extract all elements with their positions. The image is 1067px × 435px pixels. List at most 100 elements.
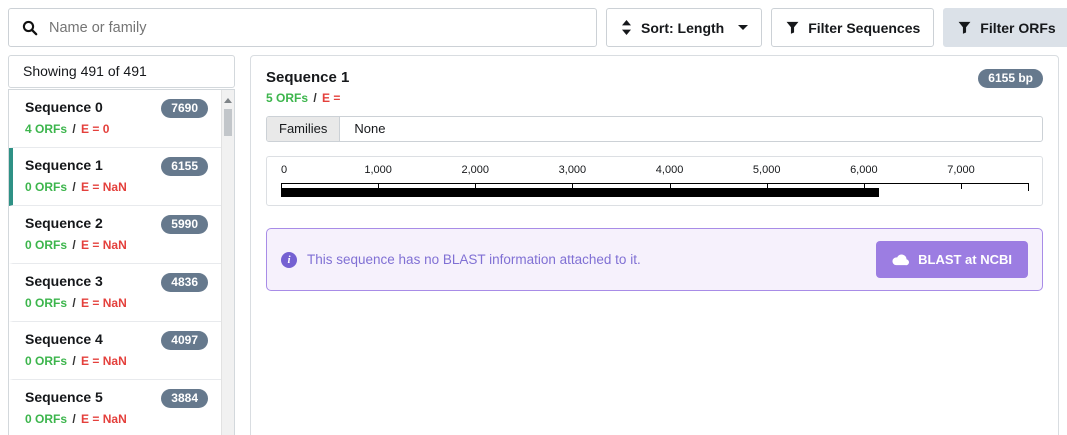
sequence-list-items: Sequence 0 7690 4 ORFs / E = 0 Sequence … [9,90,234,435]
families-value[interactable]: None [354,121,386,136]
sequence-evalue: E = NaN [81,180,127,194]
ruler-tick [766,183,768,189]
page-title: Sequence 1 [266,69,350,86]
info-icon: i [281,251,297,268]
sequence-evalue: E = 0 [81,122,110,136]
sequence-name: Sequence 1 [25,157,103,173]
sequence-length-badge: 6155 bp [978,69,1043,88]
funnel-icon [957,20,972,35]
sort-button-label: Sort: Length [641,19,725,36]
sequence-evalue: E = NaN [81,354,127,368]
toolbar: Sort: Length Filter Sequences Filter ORF… [8,8,1067,47]
ruler-tick-label: 4,000 [655,164,684,176]
ruler-axis-line [281,183,1028,184]
ruler-tick-label: 3,000 [558,164,587,176]
sequence-item-subtitle: 4 ORFs / E = 0 [25,122,208,136]
filter-orfs-label: Filter ORFs [980,19,1056,36]
chevron-down-icon [738,25,749,30]
sequence-ruler: 0 1,000 2,000 3,000 4,000 5,000 6,000 7,000 [266,156,1043,206]
sequence-length-badge: 6155 [161,157,208,176]
ruler-end-tick [1028,183,1029,191]
sort-icon [620,20,633,35]
separator-slash: / [313,91,317,105]
sequence-item-row: Sequence 1 6155 [25,157,208,176]
search-icon [22,20,38,36]
no-blast-alert: i This sequence has no BLAST information… [266,228,1043,291]
sequence-item-row: Sequence 5 3884 [25,389,208,408]
scrollbar[interactable] [221,90,234,435]
triangle-up-icon [224,97,232,103]
sequence-list-item[interactable]: Sequence 1 6155 0 ORFs / E = NaN [9,148,234,206]
ruler-tick-label: 5,000 [752,164,781,176]
sequence-length-bar [281,188,879,197]
sequence-item-subtitle: 0 ORFs / E = NaN [25,296,208,310]
ruler-tick [572,183,574,189]
filter-orfs-button[interactable]: Filter ORFs [943,8,1067,47]
sequence-item-row: Sequence 2 5990 [25,215,208,234]
ruler-tick-label: 2,000 [461,164,490,176]
sequence-length-badge: 4836 [161,273,208,292]
separator-slash: / [72,296,76,310]
filter-sequences-label: Filter Sequences [808,19,921,36]
sequence-list-item[interactable]: Sequence 2 5990 0 ORFs / E = NaN [9,206,234,264]
ruler-tick [863,183,865,189]
ruler-tick-label: 1,000 [364,164,392,176]
ruler-tick-label: 0 [281,164,288,176]
separator-slash: / [72,412,76,426]
sequence-list: Sequence 0 7690 4 ORFs / E = 0 Sequence … [8,89,235,435]
separator-slash: / [72,122,76,136]
scrollbar-thumb[interactable] [224,109,232,136]
sequence-list-item[interactable]: Sequence 5 3884 0 ORFs / E = NaN [9,380,234,435]
scrollbar-up-arrow[interactable] [222,95,234,105]
sequence-item-subtitle: 0 ORFs / E = NaN [25,354,208,368]
ruler-tick [281,183,282,189]
sequence-name: Sequence 5 [25,389,103,405]
filter-sequences-button[interactable]: Filter Sequences [771,8,935,47]
separator-slash: / [72,354,76,368]
sequence-item-subtitle: 0 ORFs / E = NaN [25,412,208,426]
ruler-tick [378,183,380,189]
sequence-length-badge: 4097 [161,331,208,350]
sequence-length-badge: 3884 [161,389,208,408]
ruler-tick-label: 6,000 [850,164,878,176]
sequence-detail-panel: Sequence 1 6155 bp 5 ORFs / E = Families… [250,55,1059,435]
ruler-tick-label: 7,000 [947,164,975,176]
sequence-orf-count: 0 ORFs [25,238,68,252]
sequence-orf-count: 4 ORFs [25,122,68,136]
sequence-orf-count: 0 ORFs [25,354,68,368]
ruler-tick [475,183,477,189]
sequence-item-subtitle: 0 ORFs / E = NaN [25,238,208,252]
sequence-item-row: Sequence 4 4097 [25,331,208,350]
sequence-name: Sequence 2 [25,215,103,231]
sequence-evalue: E = NaN [81,412,127,426]
ruler-track: 0 1,000 2,000 3,000 4,000 5,000 6,000 7,000 [281,157,1029,205]
sequence-orf-count: 0 ORFs [25,180,68,194]
sequence-list-item[interactable]: Sequence 0 7690 4 ORFs / E = 0 [9,90,234,148]
blast-at-ncbi-label: BLAST at NCBI [918,252,1012,267]
sequence-detail-header: Sequence 1 6155 bp [266,69,1043,88]
sequence-item-row: Sequence 0 7690 [25,99,208,118]
sequence-item-subtitle: 0 ORFs / E = NaN [25,180,208,194]
sequence-evalue: E = NaN [81,296,127,310]
sequence-length-badge: 5990 [161,215,208,234]
sort-button[interactable]: Sort: Length [606,8,763,47]
evalue-text: E = [322,91,341,105]
ruler-tick [960,183,962,189]
sequence-name: Sequence 0 [25,99,103,115]
families-label: Families [267,117,341,141]
sequence-orf-count: 0 ORFs [25,412,68,426]
search-box[interactable] [8,8,597,47]
sequence-name: Sequence 4 [25,331,103,347]
sequence-list-item[interactable]: Sequence 4 4097 0 ORFs / E = NaN [9,322,234,380]
cloud-icon [892,253,910,266]
sequence-evalue: E = NaN [81,238,127,252]
sequence-orf-count: 0 ORFs [25,296,68,310]
search-input[interactable] [49,19,583,36]
separator-slash: / [72,180,76,194]
sequence-item-row: Sequence 3 4836 [25,273,208,292]
families-field: Families None [266,116,1043,142]
no-blast-alert-text: This sequence has no BLAST information a… [307,252,641,267]
blast-at-ncbi-button[interactable]: BLAST at NCBI [876,241,1028,278]
ruler-tick [669,183,671,189]
sequence-list-item[interactable]: Sequence 3 4836 0 ORFs / E = NaN [9,264,234,322]
